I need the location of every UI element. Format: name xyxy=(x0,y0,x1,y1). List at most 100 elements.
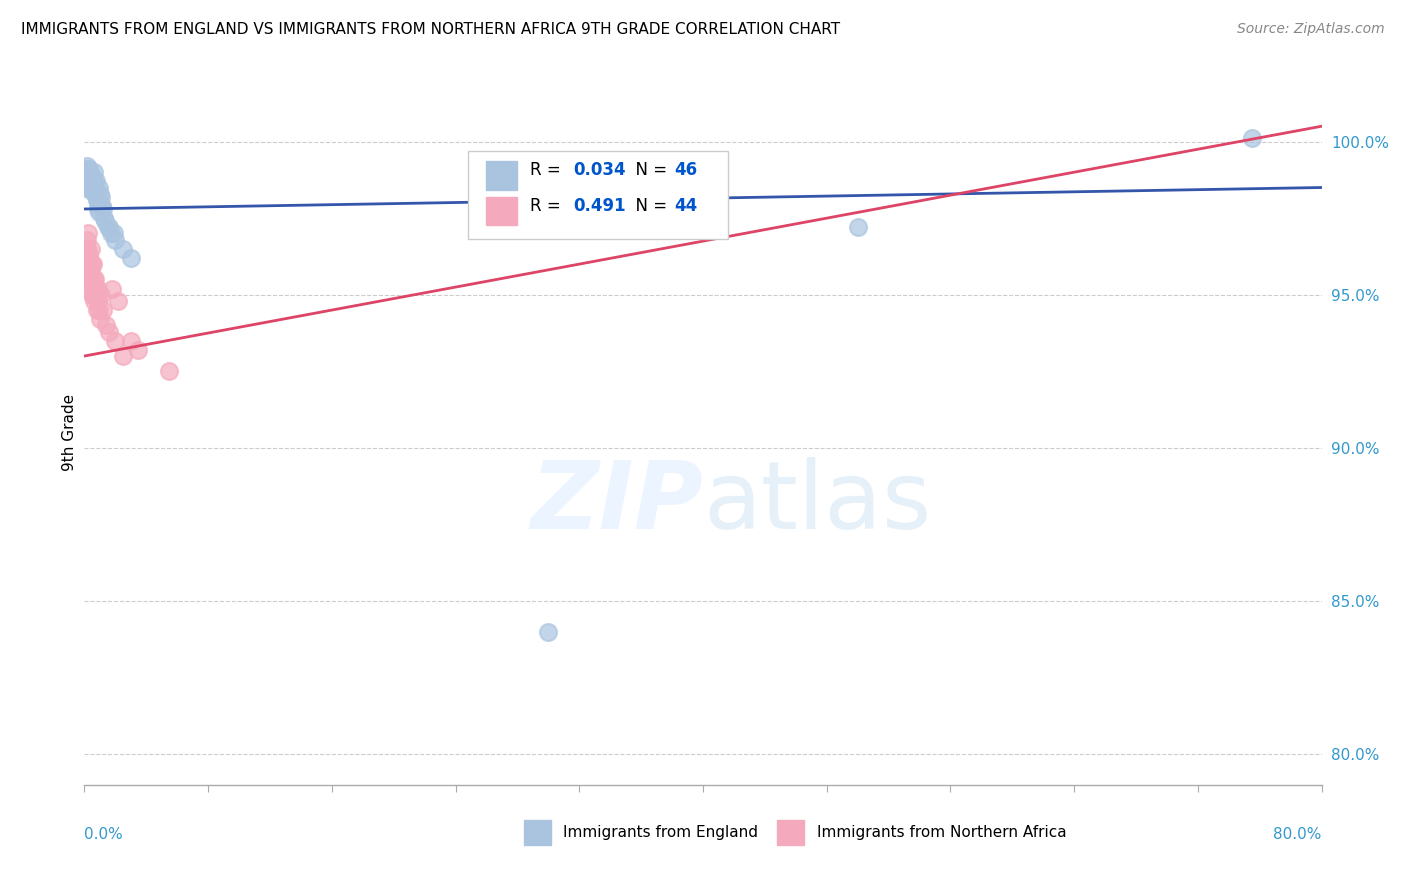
Text: N =: N = xyxy=(626,196,672,215)
Text: 0.034: 0.034 xyxy=(574,161,626,179)
Point xyxy=(82,184,104,198)
Point xyxy=(84,186,107,201)
Point xyxy=(159,364,180,378)
Point xyxy=(75,168,97,182)
Point xyxy=(80,178,103,192)
Bar xyxy=(778,821,804,845)
Point xyxy=(82,287,104,301)
Point xyxy=(79,263,101,277)
Point xyxy=(77,248,100,262)
Point xyxy=(98,325,121,339)
Point xyxy=(86,195,108,210)
Point xyxy=(79,174,101,188)
Text: Source: ZipAtlas.com: Source: ZipAtlas.com xyxy=(1237,22,1385,37)
Text: 0.0%: 0.0% xyxy=(84,827,124,842)
Point xyxy=(112,349,135,363)
Point xyxy=(83,165,105,179)
Point xyxy=(91,202,114,216)
Point xyxy=(83,293,105,308)
Point xyxy=(104,334,127,348)
FancyBboxPatch shape xyxy=(468,151,728,239)
Bar xyxy=(486,161,517,189)
Point xyxy=(76,159,98,173)
Point xyxy=(96,220,118,235)
Point xyxy=(120,251,142,265)
Point xyxy=(76,165,98,179)
Point xyxy=(82,287,104,301)
Point xyxy=(80,168,103,182)
Point xyxy=(87,205,110,219)
Point xyxy=(77,162,100,177)
Point xyxy=(100,227,122,241)
Point xyxy=(83,282,105,296)
Point xyxy=(90,190,112,204)
Point xyxy=(76,242,98,256)
Point xyxy=(120,334,142,348)
Point xyxy=(76,162,98,177)
Text: N =: N = xyxy=(626,161,672,179)
Point xyxy=(104,233,127,247)
Text: 80.0%: 80.0% xyxy=(1274,827,1322,842)
Point xyxy=(84,272,107,286)
Point xyxy=(112,242,135,256)
Point xyxy=(87,180,110,194)
Point xyxy=(75,257,97,271)
Point xyxy=(77,227,100,241)
Point xyxy=(77,165,100,179)
Point xyxy=(79,178,101,192)
Point xyxy=(1240,131,1263,145)
Point xyxy=(83,272,105,286)
Point xyxy=(93,211,115,226)
Point xyxy=(91,303,114,318)
Point xyxy=(82,171,104,186)
Text: ZIP: ZIP xyxy=(530,457,703,549)
Point xyxy=(76,171,98,186)
Text: 46: 46 xyxy=(675,161,697,179)
Point xyxy=(80,272,103,286)
Point xyxy=(94,318,117,333)
Text: R =: R = xyxy=(530,161,565,179)
Point xyxy=(98,220,121,235)
Point xyxy=(77,272,100,286)
Point xyxy=(80,263,103,277)
Text: 44: 44 xyxy=(675,196,697,215)
Point xyxy=(86,282,108,296)
Point xyxy=(75,272,97,286)
Point xyxy=(83,278,105,293)
Point xyxy=(87,293,110,308)
Point xyxy=(79,251,101,265)
Y-axis label: 9th Grade: 9th Grade xyxy=(62,394,77,471)
Point xyxy=(103,227,125,241)
Point xyxy=(82,180,104,194)
Point xyxy=(87,303,110,318)
Text: IMMIGRANTS FROM ENGLAND VS IMMIGRANTS FROM NORTHERN AFRICA 9TH GRADE CORRELATION: IMMIGRANTS FROM ENGLAND VS IMMIGRANTS FR… xyxy=(21,22,841,37)
Point xyxy=(89,186,111,201)
Text: Immigrants from Northern Africa: Immigrants from Northern Africa xyxy=(817,825,1067,840)
Point xyxy=(76,257,98,271)
Point xyxy=(84,174,107,188)
Point xyxy=(86,193,108,207)
Bar xyxy=(486,196,517,225)
Point xyxy=(76,233,98,247)
Point xyxy=(76,242,98,256)
Text: R =: R = xyxy=(530,196,565,215)
Point xyxy=(79,242,101,256)
Point xyxy=(84,287,107,301)
Point xyxy=(87,202,110,216)
Point xyxy=(846,220,869,235)
Point xyxy=(82,257,104,271)
Point xyxy=(79,272,101,286)
Point xyxy=(82,257,104,271)
Point xyxy=(90,199,112,213)
Point xyxy=(84,184,107,198)
Point xyxy=(90,287,112,301)
Point xyxy=(86,303,108,318)
Point xyxy=(77,171,100,186)
Text: 0.491: 0.491 xyxy=(574,196,626,215)
Point xyxy=(91,199,114,213)
Point xyxy=(83,174,105,188)
Point xyxy=(80,282,103,296)
Text: atlas: atlas xyxy=(703,457,931,549)
Point xyxy=(127,343,149,357)
Point xyxy=(94,214,117,228)
